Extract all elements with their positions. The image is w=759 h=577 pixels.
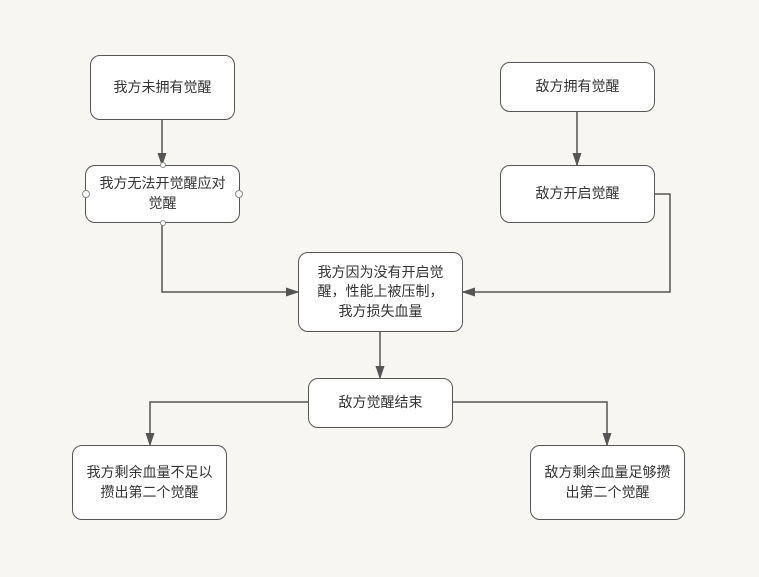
node-label: 敌方觉醒结束 <box>339 393 423 413</box>
node-label: 敌方开启觉醒 <box>536 184 620 204</box>
edge-n3-n5 <box>162 223 298 292</box>
flowchart-node-n7: 我方剩余血量不足以攒出第二个觉醒 <box>72 445 227 520</box>
flowchart-node-n2: 敌方拥有觉醒 <box>500 62 655 112</box>
flowchart-node-n1: 我方未拥有觉醒 <box>90 55 235 120</box>
node-label: 我方无法开觉醒应对觉醒 <box>98 174 227 213</box>
flowchart-node-n4: 敌方开启觉醒 <box>500 165 655 223</box>
edge-n6-n8 <box>453 402 607 445</box>
flowchart-node-n5: 我方因为没有开启觉醒，性能上被压制，我方损失血量 <box>298 252 463 332</box>
flowchart-node-n6: 敌方觉醒结束 <box>308 378 453 428</box>
flowchart-node-n8: 敌方剩余血量足够攒出第二个觉醒 <box>530 445 685 520</box>
node-label: 我方剩余血量不足以攒出第二个觉醒 <box>85 463 214 502</box>
node-label: 我方因为没有开启觉醒，性能上被压制，我方损失血量 <box>311 263 450 322</box>
node-label: 敌方拥有觉醒 <box>536 77 620 97</box>
node-label: 敌方剩余血量足够攒出第二个觉醒 <box>543 463 672 502</box>
flowchart-node-n3: 我方无法开觉醒应对觉醒 <box>85 165 240 223</box>
node-label: 我方未拥有觉醒 <box>114 78 212 98</box>
edge-n6-n7 <box>150 402 308 445</box>
